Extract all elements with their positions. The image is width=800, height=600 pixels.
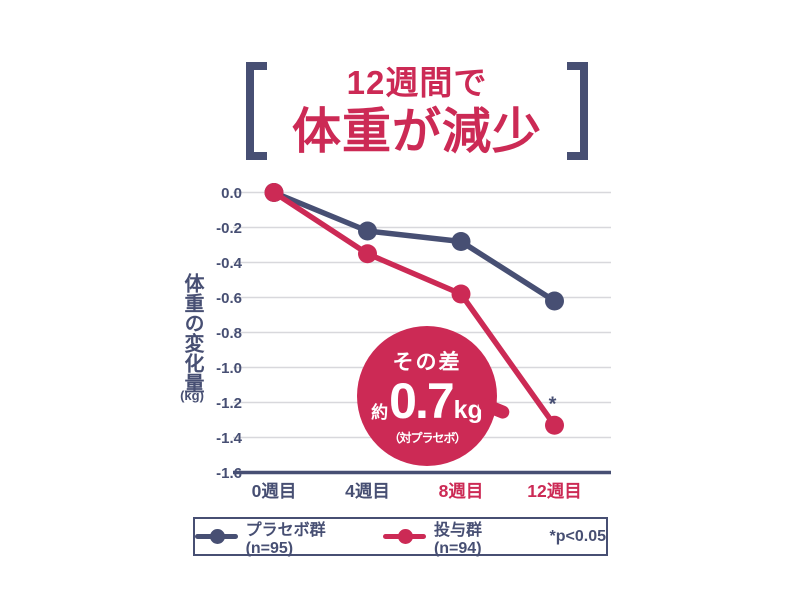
badge-note: （対プラセボ）	[388, 431, 466, 446]
x-tick-labels: 0週目 4週目 8週目 12週目	[252, 481, 582, 501]
gridlines	[233, 191, 611, 475]
placebo-line-swatch-icon	[195, 529, 238, 544]
legend-item-placebo: プラセボ群 (n=95)	[195, 516, 370, 558]
significance-note: *p<0.05	[549, 527, 606, 545]
left-bracket-decoration	[246, 62, 267, 160]
y-tick-labels: 0.0 -0.2 -0.4 -0.6 -0.8 -1.0 -1.2 -1.4 -1.6	[216, 185, 243, 482]
badge-value-prefix: 約	[371, 402, 389, 422]
page-title: 12週間で 体重が減少	[267, 62, 567, 160]
placebo-dot-icon	[210, 529, 225, 544]
svg-text:-0.6: -0.6	[216, 290, 242, 307]
badge-value: 0.7	[389, 372, 455, 429]
svg-text:0週目: 0週目	[252, 481, 297, 501]
svg-text:-0.4: -0.4	[216, 255, 243, 272]
title-line-1: 12週間で	[346, 63, 488, 101]
svg-text:8週目: 8週目	[439, 481, 484, 501]
legend-label-treatment: 投与群 (n=94)	[433, 521, 482, 557]
y-axis-title: 体重の変化量	[181, 273, 203, 393]
series-lines	[264, 183, 564, 435]
svg-text:-1.0: -1.0	[216, 360, 242, 377]
badge-title: その差	[392, 350, 462, 374]
svg-text:-0.2: -0.2	[216, 220, 242, 237]
legend-label-placebo: プラセボ群 (n=95)	[245, 521, 326, 557]
treatment-line-swatch-icon	[383, 529, 426, 544]
badge-unit: kg	[453, 395, 483, 424]
svg-text:-1.4: -1.4	[216, 430, 243, 447]
title-line-2: 体重が減少	[291, 104, 542, 159]
svg-text:12週目: 12週目	[527, 481, 581, 501]
svg-text:*: *	[549, 393, 557, 415]
treatment-dot-icon	[398, 529, 414, 544]
legend-item-treatment: 投与群 (n=94)	[383, 516, 528, 558]
svg-text:-1.6: -1.6	[216, 465, 242, 482]
svg-text:4週目: 4週目	[345, 481, 390, 501]
legend: プラセボ群 (n=95) 投与群 (n=94) *p<0.05	[193, 516, 608, 558]
badge-value-row: 約 0.7 kg	[371, 372, 483, 429]
right-bracket-decoration	[567, 62, 588, 160]
significance-marker: *	[549, 393, 557, 415]
svg-text:0.0: 0.0	[221, 185, 242, 202]
title-block: 12週間で 体重が減少	[246, 62, 588, 160]
y-axis-unit: (kg)	[180, 388, 204, 403]
svg-text:-1.2: -1.2	[216, 395, 242, 412]
difference-badge: その差 約 0.7 kg （対プラセボ）	[357, 326, 512, 466]
svg-text:-0.8: -0.8	[216, 325, 242, 342]
